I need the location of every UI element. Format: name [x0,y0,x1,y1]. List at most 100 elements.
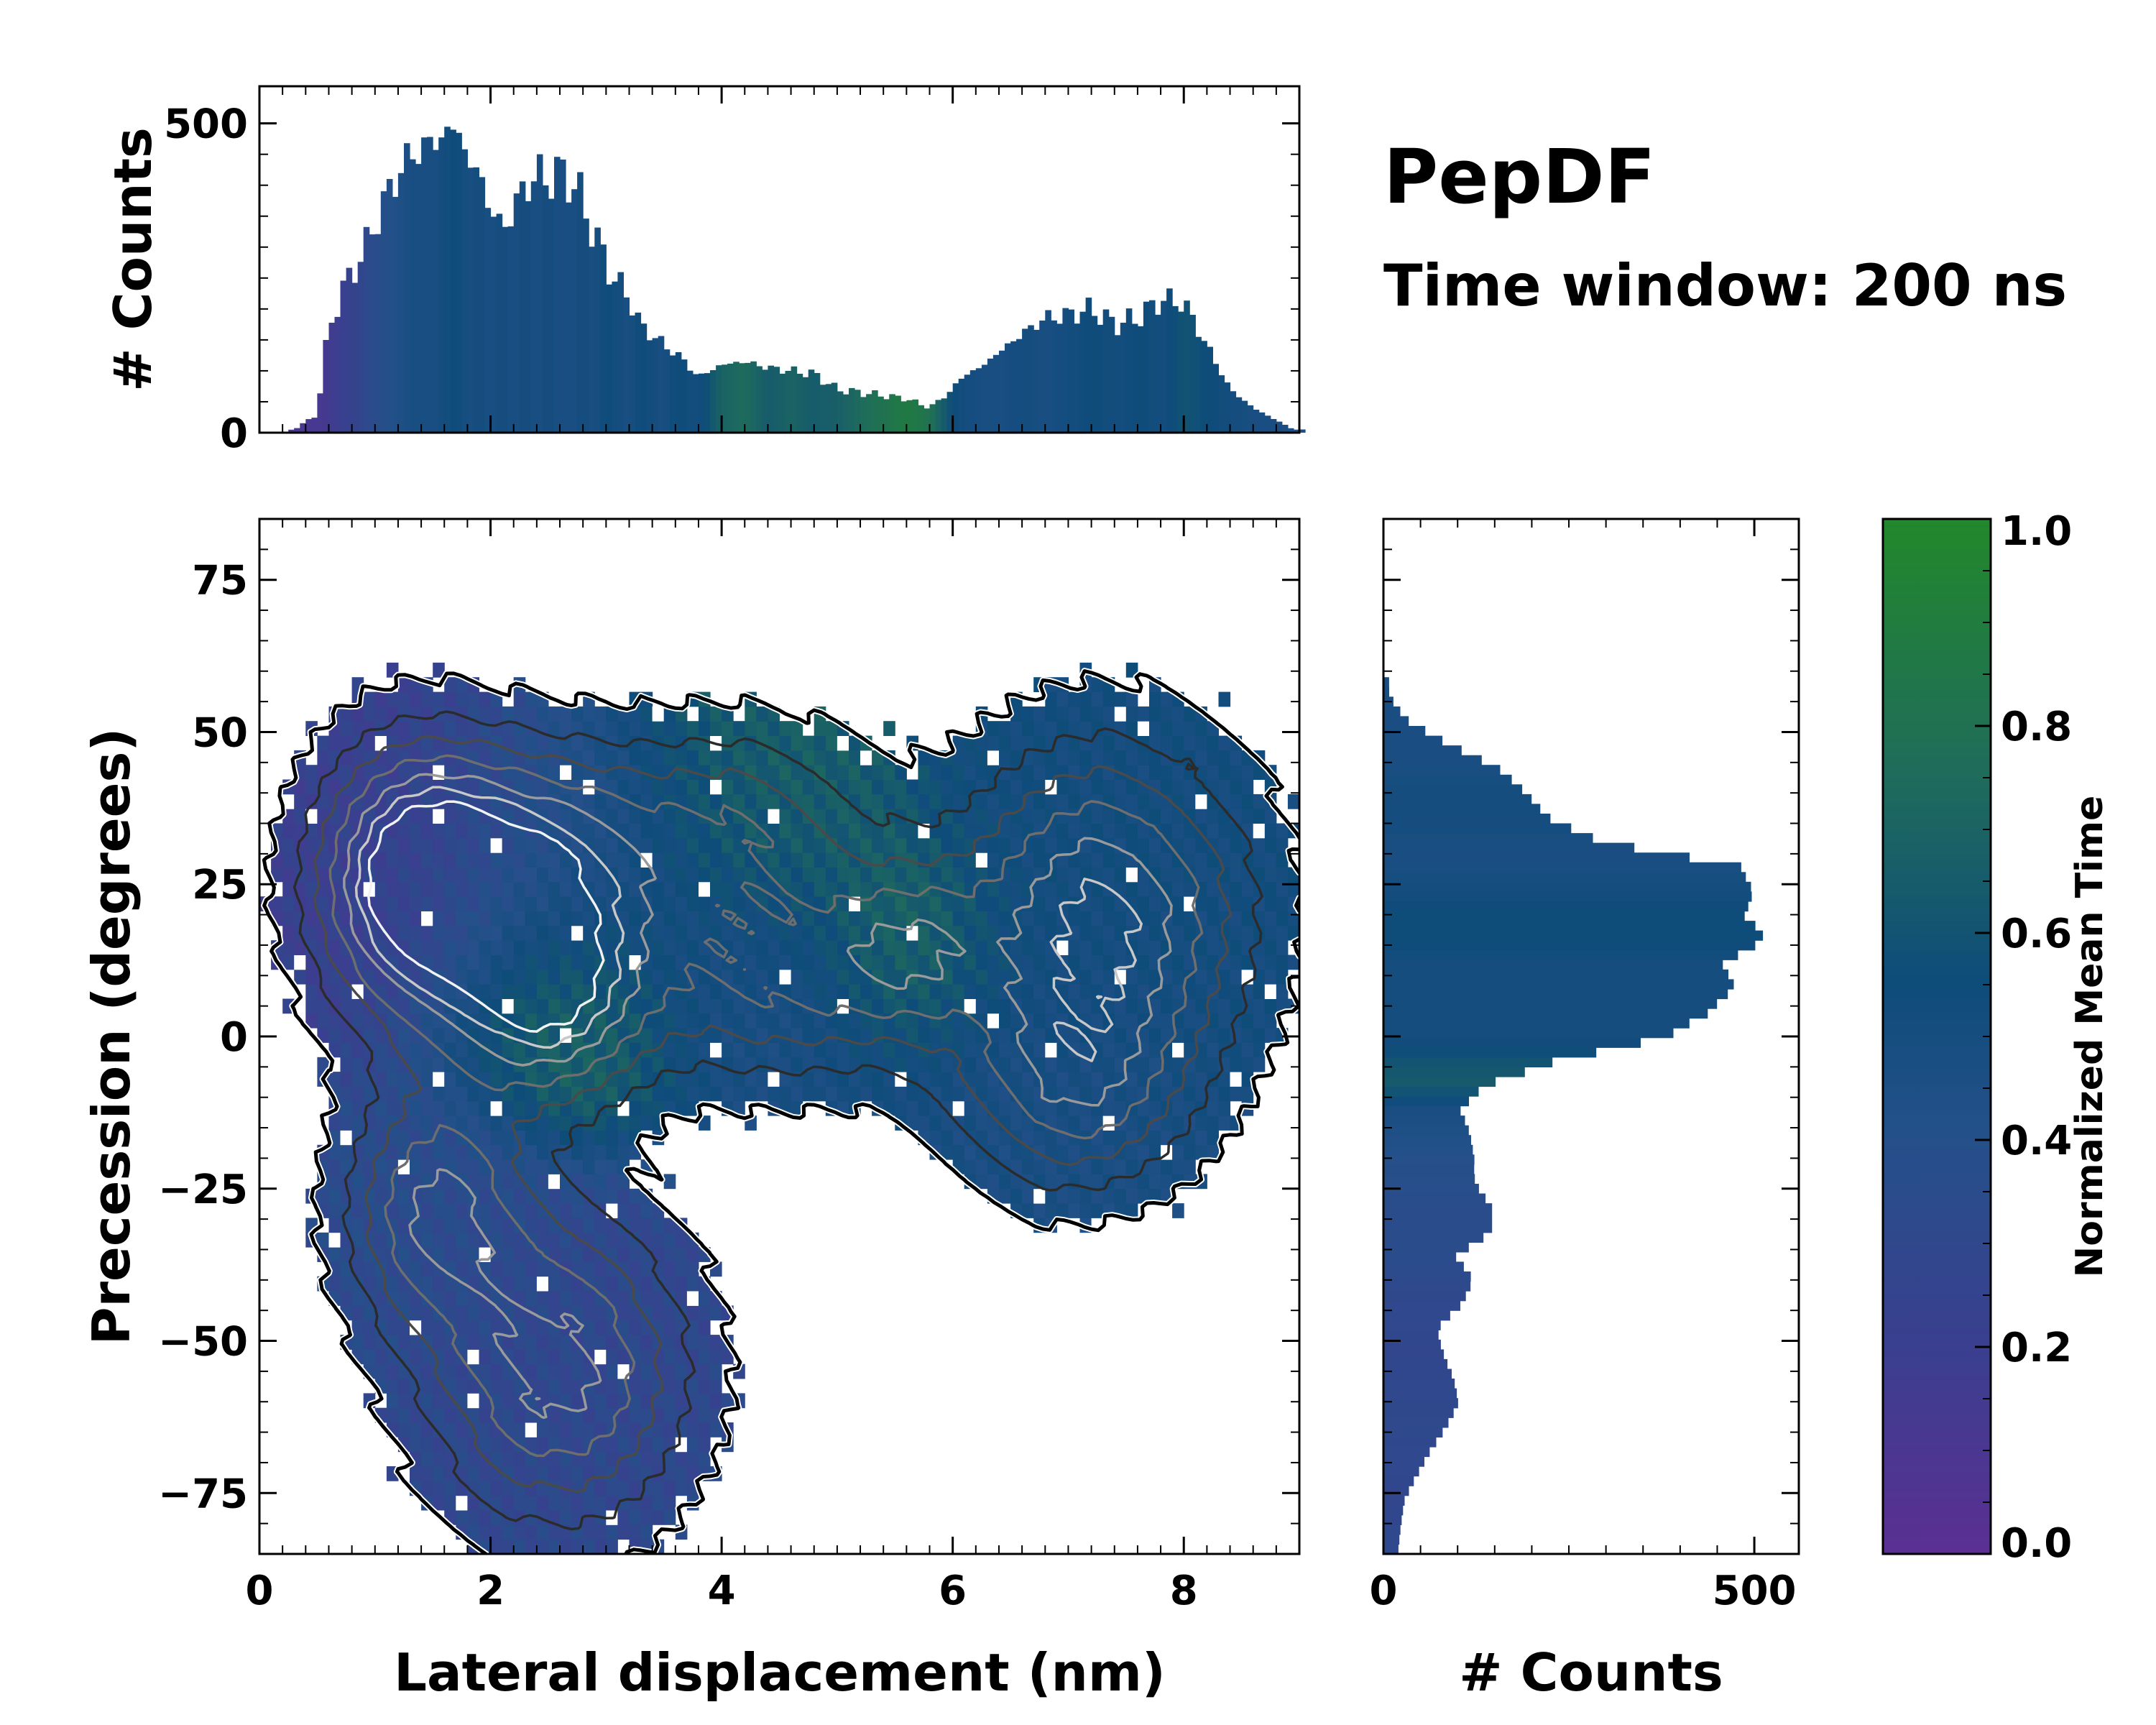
right-histogram-bar [1383,1466,1419,1477]
heatmap-cell [490,1422,503,1438]
heatmap-cell [860,1086,872,1102]
heatmap-cell [513,1261,526,1277]
heatmap-cell [686,911,699,926]
heatmap-cell [1264,881,1277,897]
heatmap-cell [837,925,849,941]
heatmap-cell [1161,1130,1173,1146]
heatmap-cell [433,911,445,926]
heatmap-cell [513,969,526,985]
heatmap-cell [351,837,364,853]
x-tick-label: 4 [708,1568,736,1614]
heatmap-cell [929,1116,942,1131]
heatmap-cell [964,998,977,1014]
heatmap-cell [1068,1072,1080,1087]
heatmap-cell [837,735,849,751]
heatmap-cell [640,809,653,824]
heatmap-cell [640,1363,653,1379]
heatmap-cell [975,940,988,955]
top-histogram-bar [1056,323,1063,433]
heatmap-cell [1161,852,1173,868]
heatmap-cell [906,779,918,795]
heatmap-cell [640,1451,653,1467]
heatmap-cell [1045,896,1057,911]
right-histogram-bar [1383,921,1756,932]
heatmap-cell [583,1305,595,1321]
heatmap-cell [536,1086,549,1102]
heatmap-cell [1149,896,1161,911]
heatmap-cell [1091,969,1104,985]
heatmap-cell [756,984,768,999]
heatmap-cell [536,1363,549,1379]
heatmap-cell [513,940,526,955]
right-histogram-bar [1383,949,1738,960]
heatmap-cell [571,940,584,955]
heatmap-cell [479,1305,492,1321]
heatmap-cell [975,998,988,1014]
heatmap-cell [594,765,607,780]
heatmap-cell [1218,1013,1231,1029]
right-histogram-panel: 0 500 # Counts [1370,518,1800,1703]
heatmap-cell [1172,765,1184,780]
top-histogram-bar [1010,341,1017,433]
heatmap-cell [467,691,479,707]
heatmap-cell [663,750,676,765]
heatmap-cell [756,721,768,736]
heatmap-cell [513,809,526,824]
heatmap-cell [444,1086,456,1102]
heatmap-cell [513,1349,526,1365]
right-histogram-bar [1383,1251,1457,1263]
heatmap-cell [675,1466,688,1481]
heatmap-cell [397,1393,410,1409]
heatmap-cell [617,852,630,868]
heatmap-cell [410,1305,422,1321]
heatmap-cell [456,969,468,985]
heatmap-cell [548,1524,561,1540]
heatmap-cell [328,1247,341,1262]
heatmap-cell [883,954,895,970]
heatmap-cell [513,1379,526,1394]
heatmap-cell [571,1174,584,1190]
heatmap-cell [351,1276,364,1292]
heatmap-cell [560,1363,572,1379]
heatmap-cell [686,1276,699,1292]
heatmap-cell [571,1057,584,1072]
heatmap-cell [814,735,826,751]
heatmap-cell [374,1028,387,1043]
heatmap-cell [525,1072,538,1087]
heatmap-cell [606,721,618,736]
heatmap-cell [1137,1057,1150,1072]
main-ylabel: Precession (degrees) [81,728,142,1346]
heatmap-cell [525,1159,538,1174]
heatmap-cell [710,1422,722,1438]
heatmap-cell [1195,735,1207,751]
top-histogram-bar [583,218,589,433]
heatmap-cell [652,896,665,911]
heatmap-cell [410,809,422,824]
heatmap-cell [1241,765,1254,780]
heatmap-cell [1207,1100,1219,1116]
heatmap-cell [918,984,930,999]
heatmap-cell [479,1349,492,1365]
heatmap-cell [1068,940,1080,955]
heatmap-cell [583,1335,595,1350]
heatmap-cell [583,721,595,736]
heatmap-cell [814,984,826,999]
heatmap-cell [467,1305,479,1321]
heatmap-cell [282,881,295,897]
top-histogram-bar [589,247,595,433]
heatmap-cell [502,1335,515,1350]
heatmap-cell [883,721,895,736]
heatmap-cell [606,809,618,824]
heatmap-cell [479,896,492,911]
heatmap-cell [686,852,699,868]
heatmap-cell [560,852,572,868]
heatmap-cell [444,1130,456,1146]
heatmap-cell [1161,765,1173,780]
heatmap-cell [571,1144,584,1160]
right-histogram-bar [1383,823,1572,834]
top-histogram-bar [1137,326,1144,433]
heatmap-cell [675,750,688,765]
heatmap-cell [571,1481,584,1496]
heatmap-cell [560,1393,572,1409]
heatmap-cell [663,779,676,795]
